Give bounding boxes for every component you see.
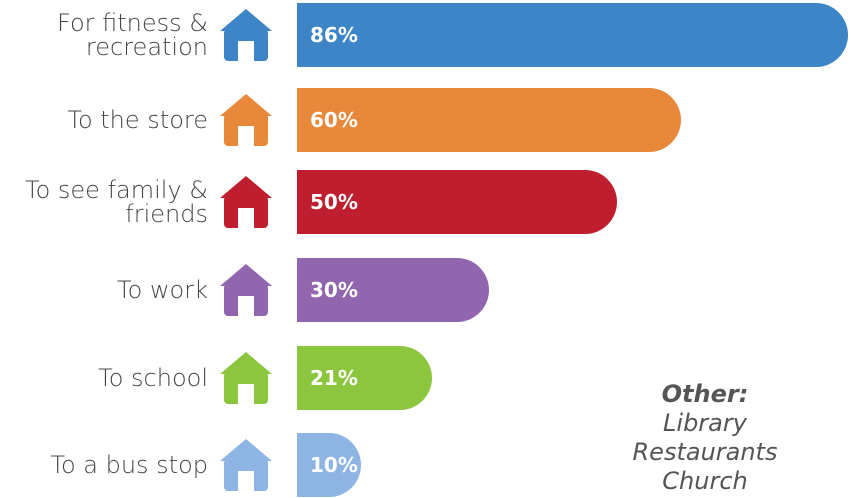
value-label: 30% [310,278,358,302]
icon [220,264,272,316]
value-label: 21% [310,366,358,390]
value-label: 86% [310,23,358,47]
annotation-item: Library [663,409,747,437]
category-label: For fitness & recreation [57,9,208,61]
value-label: 60% [310,108,358,132]
annotation-item: Church [662,467,748,495]
bar [297,88,682,152]
icon [220,9,272,61]
annotation-item: Restaurants [632,438,778,466]
category-label: To see family & friends [25,176,208,228]
bar [297,3,848,67]
bar [297,258,490,322]
icon [220,176,272,228]
icon [220,352,272,404]
category-label: To work [117,276,208,304]
icon [220,94,272,146]
value-label: 50% [310,190,358,214]
annotation-title: Other: [661,380,749,408]
bar [297,170,618,234]
category-label: To the store [67,106,208,134]
bar [297,433,362,497]
icon [220,439,272,491]
value-label: 10% [310,453,358,477]
category-label: To school [98,364,208,392]
bar [297,346,432,410]
category-label: To a bus stop [50,451,208,479]
annotation: Other: Library Restaurants Church [630,380,780,496]
